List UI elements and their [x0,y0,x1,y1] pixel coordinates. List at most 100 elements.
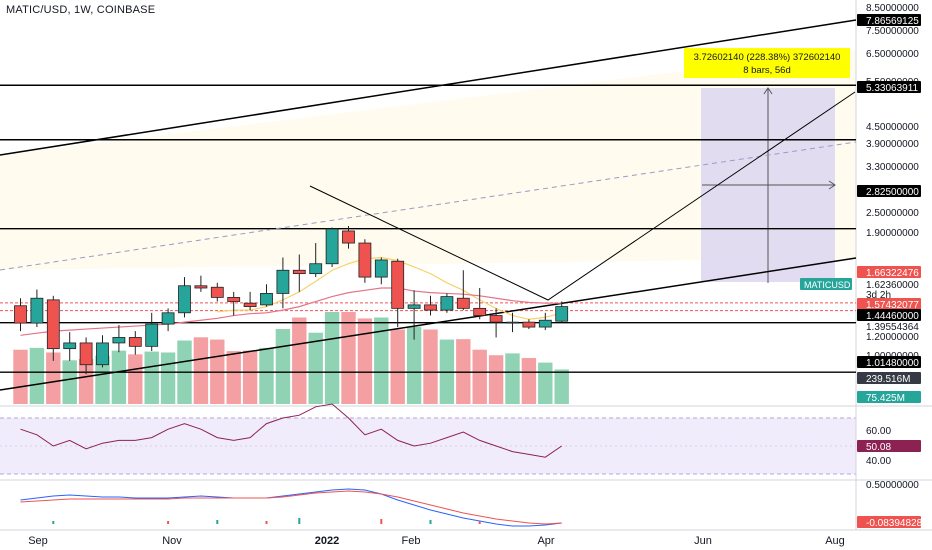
price-tag-label: 50.08 [866,442,891,453]
price-tag-label: 1.44460000 [866,311,919,322]
price-tag-label: 1.01480000 [866,358,919,369]
measure-annotation-box [684,48,850,78]
candle-body [46,299,60,350]
candle-body [358,242,372,278]
volume-bar [554,369,569,404]
candle-body [522,321,536,328]
candle-body [391,260,405,309]
candle-body [555,306,569,322]
price-tag-label: 239.516M [866,374,910,385]
macd-histogram-bar [265,521,268,524]
volume-bar [128,354,143,404]
volume-bar [324,312,340,404]
price-tag-label: 1.39554364 [866,322,919,333]
price-tag [857,516,921,528]
macd-histogram-bar [216,520,219,524]
ticker-tag-label: MATICUSD [804,280,851,290]
price-tag [857,14,921,26]
y-axis-tick-label: 7.50000000 [866,26,919,37]
candle-body [63,342,77,350]
volume-bar [95,355,110,404]
candle-body [194,285,208,289]
price-tag-label: 1.57432077 [866,300,919,311]
candle-body [112,337,126,344]
volume-bar [13,349,28,404]
projection-path [309,91,856,301]
candle-body [128,337,142,347]
volume-bar [423,329,438,404]
rsi-axis-label: 40.00 [866,456,891,467]
x-axis-tick-label: Aug [825,535,845,547]
volume-bar [341,312,356,404]
volume-bar [78,358,94,404]
macd-histogram-bar [298,518,301,524]
candle-body [473,307,487,316]
candle-body [227,297,241,302]
price-tag [857,356,921,368]
macd-histogram-bar [380,519,383,524]
x-axis-tick-label: Sep [28,535,48,547]
volume-bar [62,360,77,404]
volume-bar [390,329,405,404]
candle-body [30,297,44,324]
volume-bar [308,332,323,404]
volume-bar [488,355,504,404]
rsi-axis-label: 60.00 [866,426,891,437]
candle-body [538,319,552,328]
candle-body [325,228,339,265]
x-axis-tick-label: Feb [402,535,421,547]
macd-line [20,488,562,527]
channel-lower-trendline [0,257,857,391]
macd-histogram-bar [167,521,170,524]
volume-bar [111,350,127,404]
y-axis-tick-label: 3.30000000 [866,162,919,173]
channel-band [0,50,856,270]
x-axis-tick-label: Jun [694,535,712,547]
candle-body [456,297,470,309]
volume-bar [472,349,487,404]
macd-histogram-bar [52,521,55,524]
candle-body [14,305,27,324]
price-tag [857,309,921,321]
candle-body [424,304,437,311]
macd-axis-label: 0.50000000 [866,480,919,491]
y-axis-tick-label: 1.90000000 [866,228,919,239]
price-tag [857,185,921,197]
volume-bar [521,358,537,404]
candle-body [243,302,257,308]
price-tag-label: 75.425M [866,393,905,404]
measure-arrow-right [828,180,836,190]
symbol-title: MATIC/USD, 1W, COINBASE [6,4,156,16]
price-tag-label: 1.66322476 [866,268,919,279]
candle-body [374,259,388,278]
candle-body [407,304,421,309]
rsi-line [20,403,562,458]
price-tag-label: 1.62360000 [866,280,919,291]
price-tag [857,298,921,310]
volume-bar [226,351,241,404]
y-axis-tick-label: 8.50000000 [866,3,919,14]
price-tag [857,372,921,384]
candle-body [292,269,306,275]
volume-bar [160,352,176,404]
candle-body [440,296,454,311]
x-axis-tick-label: Apr [537,535,554,547]
candle-body [342,230,355,244]
volume-bar [292,317,307,404]
price-tag [857,440,921,452]
candle-body [79,342,93,366]
volume-bar [357,318,373,404]
price-tag [857,81,921,93]
rsi-band [0,418,856,474]
candle-body [506,321,519,324]
ma-pink-line [20,287,562,336]
volume-bar [406,326,422,404]
candle-body [96,342,109,366]
ma-yellow-line [217,256,562,320]
price-tag [857,391,921,403]
candle-body [161,312,175,325]
ticker-tag [800,278,852,290]
candle-body [178,285,191,314]
